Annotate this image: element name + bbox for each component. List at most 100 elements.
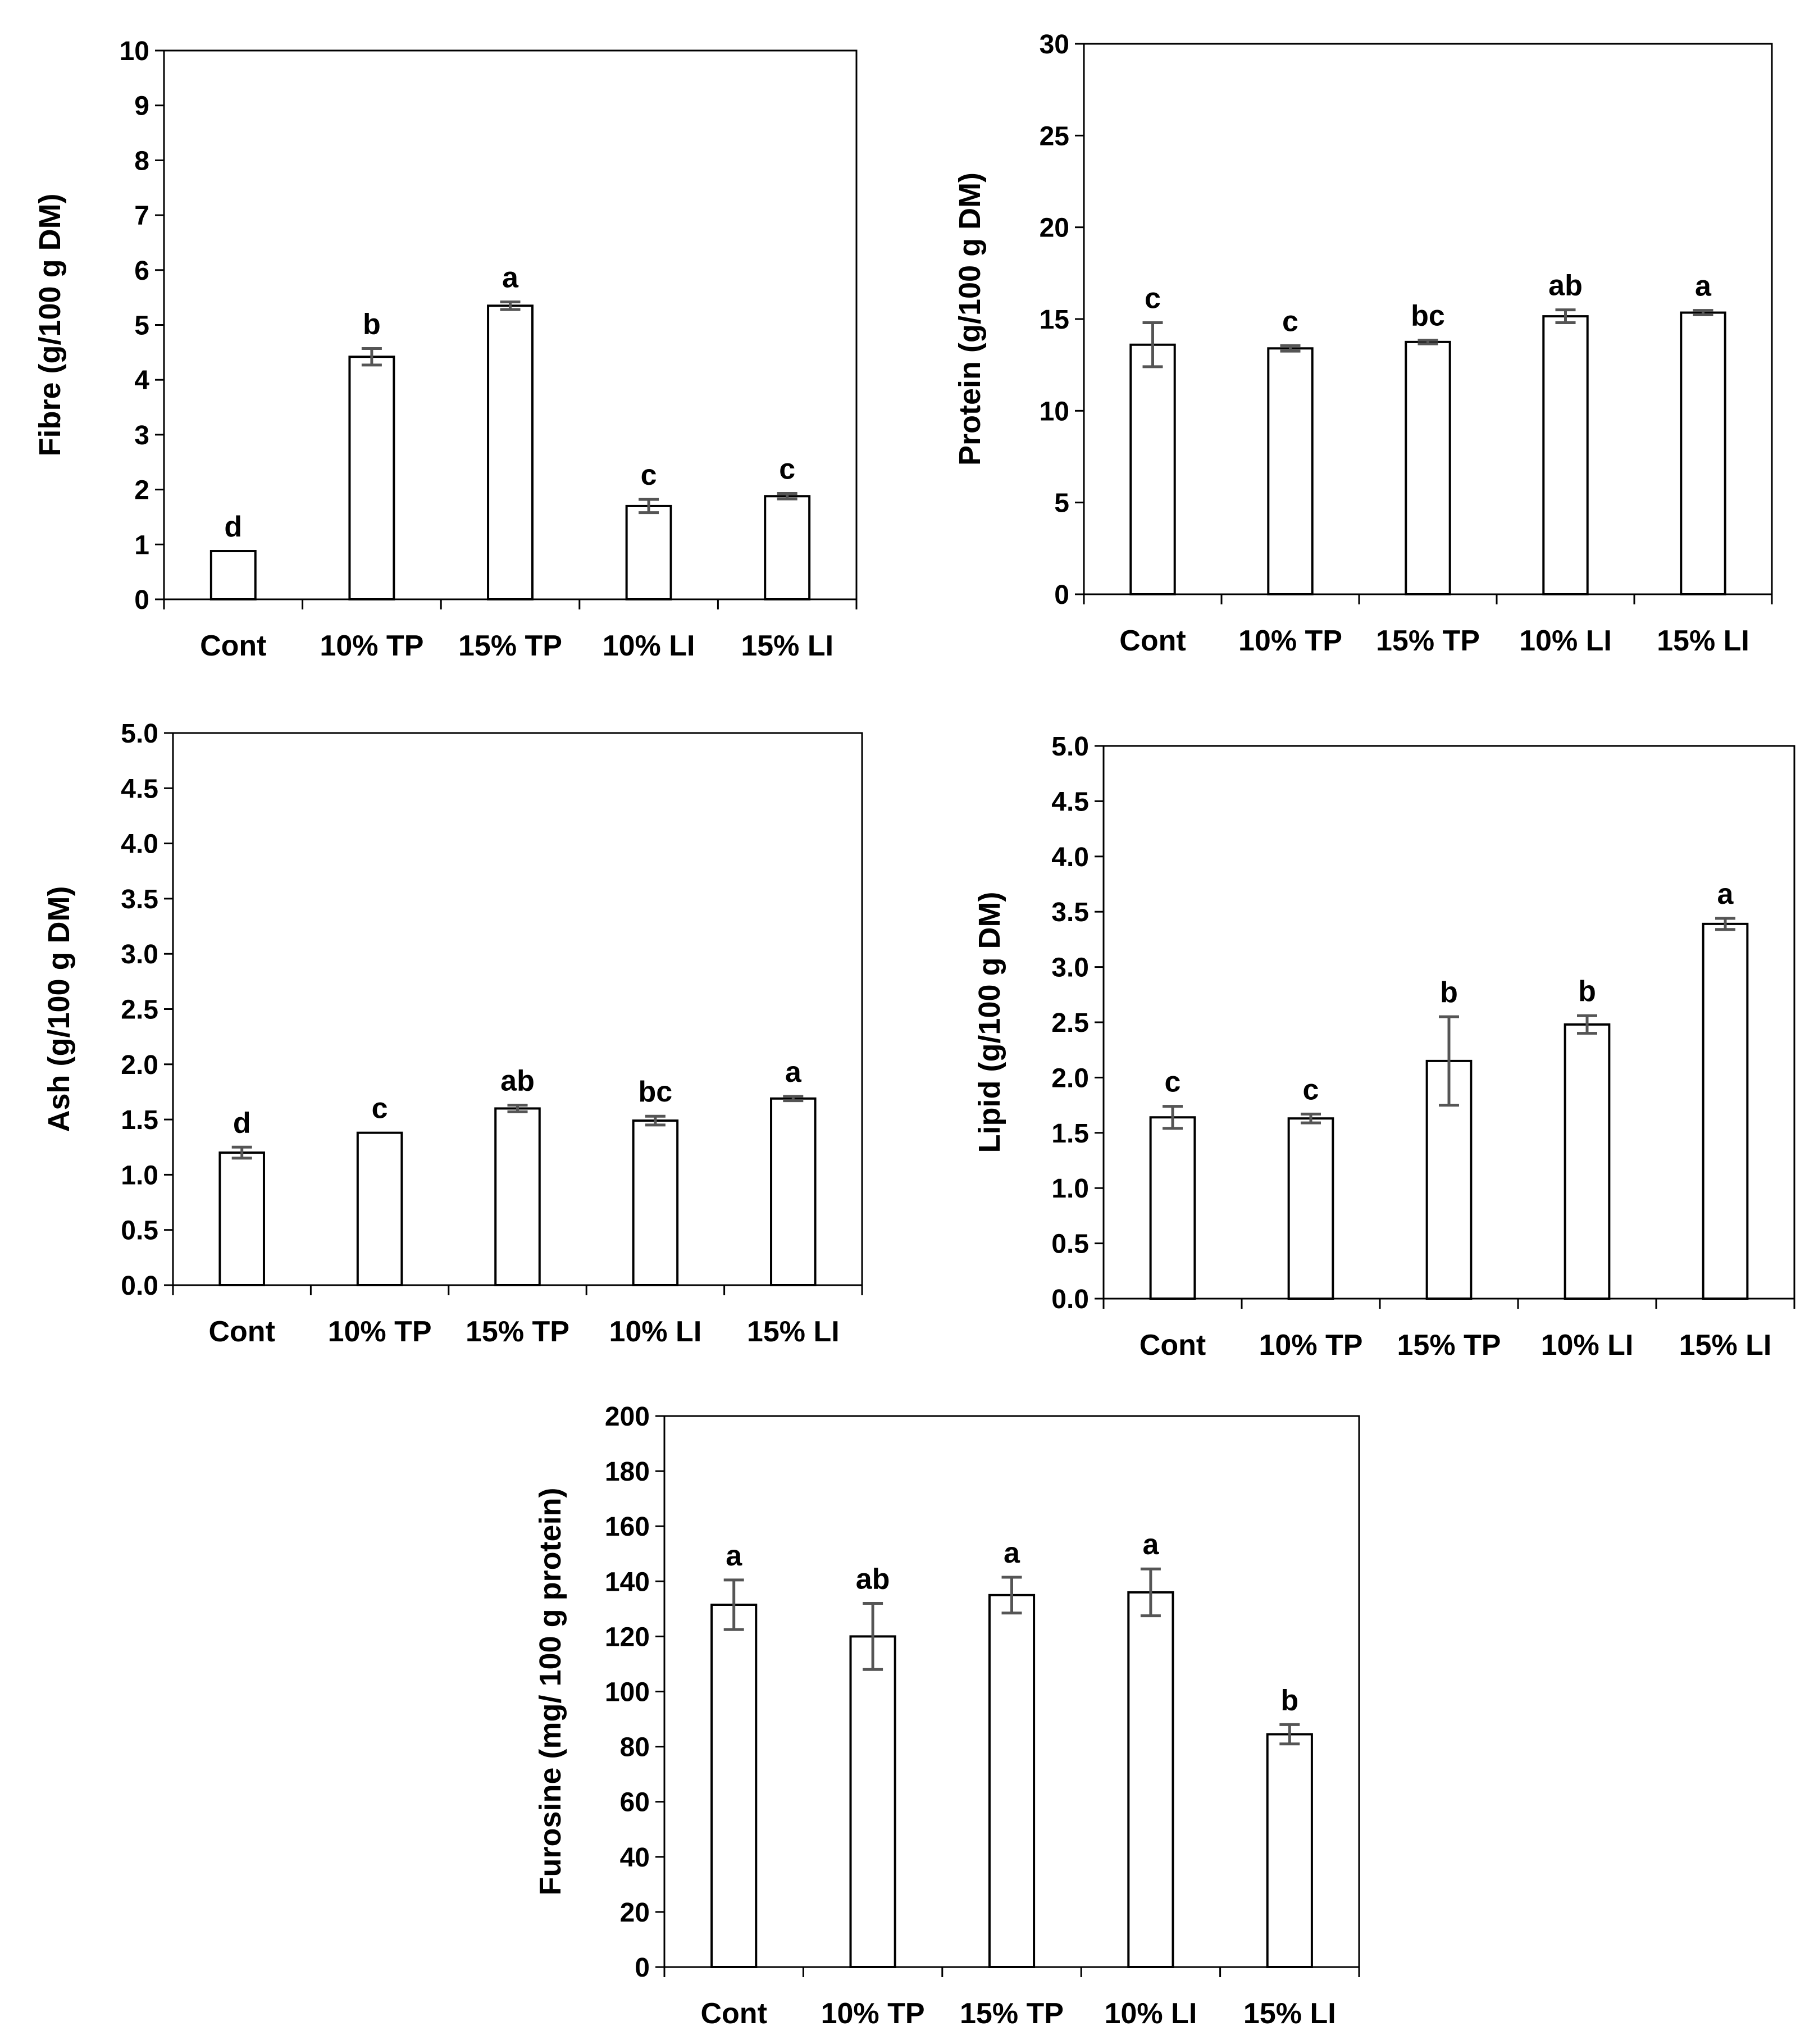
furosine-y-tick-label: 140 (605, 1567, 650, 1597)
furosine-category-label: Cont (700, 1997, 767, 2030)
fibre-y-tick-label: 0 (134, 585, 149, 615)
ash-significance-label: ab (500, 1065, 535, 1098)
furosine-significance-label: a (726, 1540, 742, 1572)
fibre-y-tick-label: 8 (134, 146, 149, 176)
protein-bar (1267, 347, 1314, 595)
ash-y-tick-label: 5.0 (121, 719, 158, 749)
fibre-bar (348, 356, 395, 601)
fibre-significance-label: c (779, 453, 795, 485)
furosine-y-tick-label: 40 (620, 1843, 650, 1873)
furosine-y-tick-label: 0 (635, 1953, 650, 1983)
furosine-y-tick-label: 180 (605, 1457, 650, 1487)
ash-y-tick-label: 4.5 (121, 774, 158, 804)
lipid-y-tick-label: 4.5 (1051, 787, 1089, 817)
lipid-y-tick-label: 1.0 (1051, 1174, 1089, 1204)
fibre-y-tick-label: 1 (134, 530, 149, 560)
ash-chart: 0.0 0.5 1.0 1.5 2.0 2.5 3.0 3.5 4.0 4.5 5.0 Ash (g/… (42, 719, 863, 1348)
ash-y-tick-label: 3.5 (121, 885, 158, 914)
ash-bar (632, 1119, 679, 1287)
protein-category-label: 10% TP (1238, 625, 1342, 657)
ash-bar (494, 1107, 541, 1286)
ash-y-tick-label: 4.0 (121, 830, 158, 859)
fibre-y-tick-label: 2 (134, 476, 149, 506)
furosine-bar (849, 1635, 896, 1968)
ash-category-label: 10% LI (609, 1315, 702, 1348)
lipid-y-tick-label: 2.0 (1051, 1063, 1089, 1093)
protein-chart: 0 5 10 15 20 25 30 Protein (g/100 g DM) c Cont c 10… (953, 30, 1773, 657)
ash-category-label: Cont (208, 1315, 275, 1348)
protein-significance-label: a (1695, 270, 1712, 303)
protein-category-label: Cont (1119, 625, 1186, 657)
ash-bar (770, 1097, 817, 1286)
lipid-y-axis-label: Lipid (g/100 g DM) (973, 892, 1006, 1153)
fibre-chart: 0 1 2 3 4 5 6 7 8 9 10 Fibre (g/100 g DM) d Cont b 10% … (33, 37, 858, 662)
furosine-y-axis-label: Furosine (mg/ 100 g protein) (534, 1487, 567, 1895)
lipid-significance-label: a (1717, 878, 1734, 911)
fibre-category-label: 10% LI (603, 630, 695, 662)
fibre-category-label: 15% TP (458, 630, 562, 662)
ash-y-axis-label: Ash (g/100 g DM) (42, 886, 76, 1132)
lipid-significance-label: b (1440, 976, 1458, 1009)
furosine-category-label: 10% TP (821, 1997, 925, 2030)
ash-y-tick-label: 0.5 (121, 1216, 158, 1246)
lipid-bar (1702, 922, 1749, 1300)
protein-y-tick-label: 10 (1040, 397, 1069, 426)
furosine-bar (988, 1594, 1036, 1968)
furosine-significance-label: ab (856, 1563, 890, 1596)
fibre-significance-label: b (363, 308, 381, 341)
furosine-y-tick-label: 100 (605, 1678, 650, 1708)
protein-bar (1680, 311, 1726, 595)
fibre-y-tick-label: 9 (134, 92, 149, 121)
fibre-y-axis-label: Fibre (g/100 g DM) (33, 193, 67, 456)
lipid-y-tick-label: 1.5 (1051, 1119, 1089, 1149)
protein-y-tick-label: 20 (1040, 213, 1069, 243)
furosine-significance-label: a (1142, 1528, 1159, 1561)
lipid-significance-label: b (1578, 975, 1596, 1008)
protein-category-label: 10% LI (1519, 625, 1612, 657)
lipid-y-tick-label: 0.5 (1051, 1230, 1089, 1259)
furosine-y-tick-label: 120 (605, 1622, 650, 1652)
ash-y-tick-label: 2.5 (121, 995, 158, 1025)
ash-significance-label: bc (639, 1076, 673, 1108)
lipid-category-label: 10% TP (1259, 1329, 1363, 1362)
furosine-category-label: 15% LI (1243, 1997, 1336, 2030)
lipid-bar (1149, 1116, 1196, 1300)
lipid-chart: 0.0 0.5 1.0 1.5 2.0 2.5 3.0 3.5 4.0 4.5 5.0 Lipid (… (973, 732, 1795, 1362)
protein-bar (1542, 315, 1589, 595)
fibre-y-tick-label: 3 (134, 421, 149, 450)
fibre-category-label: 10% TP (320, 630, 423, 662)
furosine-significance-label: b (1280, 1684, 1298, 1717)
ash-category-label: 15% TP (466, 1315, 569, 1348)
ash-bar (218, 1151, 265, 1287)
protein-y-axis-label: Protein (g/100 g DM) (953, 172, 987, 466)
fibre-category-label: 15% LI (741, 630, 833, 662)
protein-y-tick-label: 25 (1040, 121, 1069, 151)
ash-bar (356, 1131, 403, 1287)
furosine-y-tick-label: 80 (620, 1733, 650, 1763)
lipid-y-tick-label: 2.5 (1051, 1008, 1089, 1038)
protein-y-tick-label: 5 (1054, 489, 1069, 518)
furosine-significance-label: a (1004, 1537, 1020, 1569)
protein-significance-label: c (1145, 283, 1161, 315)
ash-y-tick-label: 1.5 (121, 1105, 158, 1135)
lipid-bar (1564, 1023, 1611, 1300)
fibre-significance-label: d (224, 511, 242, 543)
protein-significance-label: ab (1548, 270, 1583, 302)
furosine-bar (1266, 1733, 1313, 1969)
protein-y-tick-label: 30 (1040, 30, 1069, 60)
protein-significance-label: c (1282, 305, 1298, 338)
lipid-y-tick-label: 4.0 (1051, 843, 1089, 872)
protein-significance-label: bc (1411, 300, 1445, 333)
lipid-category-label: 15% LI (1679, 1329, 1772, 1362)
furosine-bar (1127, 1591, 1174, 1968)
fibre-category-label: Cont (200, 630, 266, 662)
furosine-category-label: 10% LI (1105, 1997, 1197, 2030)
lipid-y-tick-label: 3.0 (1051, 953, 1089, 983)
ash-significance-label: a (785, 1056, 802, 1089)
lipid-bar (1287, 1117, 1334, 1300)
fibre-y-tick-label: 6 (134, 256, 149, 286)
lipid-y-tick-label: 3.5 (1051, 898, 1089, 927)
furosine-y-tick-label: 20 (620, 1898, 650, 1928)
lipid-category-label: 10% LI (1541, 1329, 1634, 1362)
